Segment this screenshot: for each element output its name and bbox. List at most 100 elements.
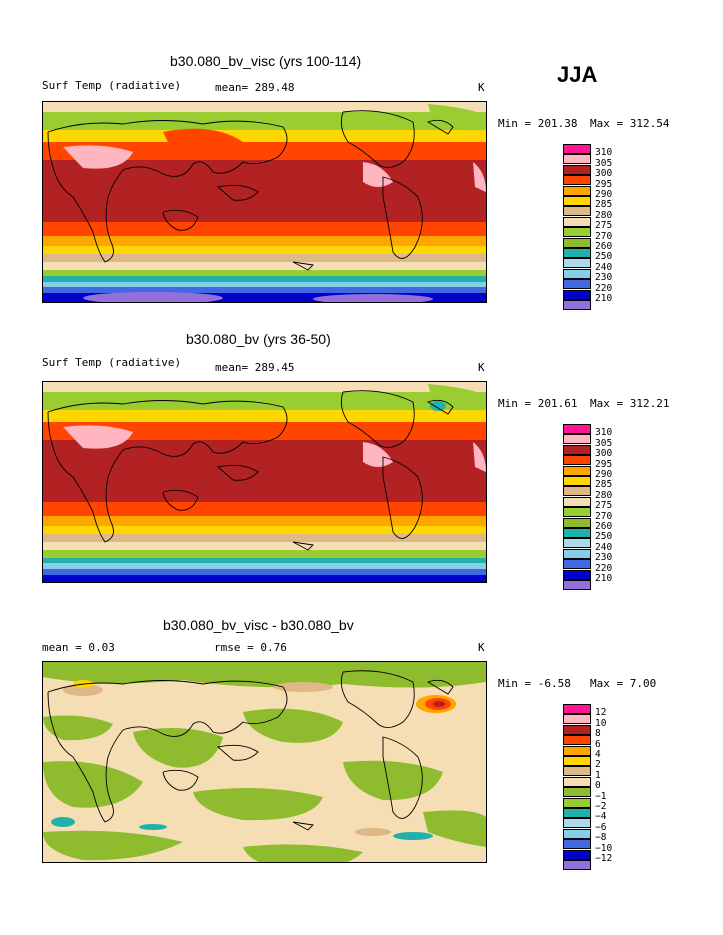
colorbar-label: −1 xyxy=(595,790,607,802)
colorbar-swatch xyxy=(563,704,591,714)
panel-2-title: b30.080_bv (yrs 36-50) xyxy=(186,331,331,347)
colorbar-swatch xyxy=(563,860,591,870)
colorbar-swatch xyxy=(563,808,591,818)
colorbar-swatch xyxy=(563,476,591,486)
colorbar-label: 240 xyxy=(595,541,613,553)
colorbar-swatch xyxy=(563,289,591,300)
colorbar-label: 2 xyxy=(595,759,601,771)
colorbar-label: −2 xyxy=(595,801,607,812)
colorbar-label: 275 xyxy=(595,500,613,512)
colorbar-label: 300 xyxy=(595,448,613,460)
colorbar-swatch xyxy=(563,216,591,227)
colorbar-label: 310 xyxy=(595,147,613,159)
colorbar-swatch xyxy=(563,828,591,839)
colorbar-label: 260 xyxy=(595,521,613,532)
colorbar-swatch xyxy=(563,569,591,580)
colorbar-swatch xyxy=(563,849,591,860)
colorbar-label: 270 xyxy=(595,230,613,242)
colorbar-swatch xyxy=(563,839,591,850)
colorbar-label: 275 xyxy=(595,220,613,232)
colorbar-swatch xyxy=(563,538,591,549)
colorbar-label: −6 xyxy=(595,821,607,833)
panel-3-title: b30.080_bv_visc - b30.080_bv xyxy=(163,617,354,633)
colorbar-label: −8 xyxy=(595,832,607,844)
colorbar-swatch xyxy=(563,279,591,290)
colorbar-label: 305 xyxy=(595,437,613,449)
colorbar-swatch xyxy=(563,434,591,445)
colorbar-label: 295 xyxy=(595,178,613,190)
colorbar-label: 6 xyxy=(595,738,601,750)
panel-2-max-label: Max = 312.21 xyxy=(590,397,670,410)
colorbar-label: 270 xyxy=(595,510,613,522)
colorbar-label: 285 xyxy=(595,199,613,211)
colorbar-label: 300 xyxy=(595,168,613,180)
panel-3-mean-label: mean = 0.03 xyxy=(42,641,115,654)
panel-1-units-label: K xyxy=(478,81,485,94)
panel-1-min-label: Min = 201.38 xyxy=(498,117,578,130)
colorbar-swatch xyxy=(563,548,591,559)
colorbar-label: 210 xyxy=(595,573,613,584)
colorbar-swatch xyxy=(563,818,591,829)
colorbar-swatch xyxy=(563,248,591,258)
colorbar-swatch xyxy=(563,714,591,725)
colorbar-swatch xyxy=(563,507,591,518)
panel-1-max-label: Max = 312.54 xyxy=(590,117,670,130)
panel-2-map xyxy=(42,381,487,583)
colorbar-label: 280 xyxy=(595,489,613,501)
colorbar-swatch xyxy=(563,517,591,528)
panel-2-units-label: K xyxy=(478,361,485,374)
colorbar-label: 250 xyxy=(595,251,613,263)
panel-3-rmse-label: rmse = 0.76 xyxy=(214,641,287,654)
colorbar-label: 305 xyxy=(595,157,613,169)
colorbar-label: 220 xyxy=(595,562,613,574)
panel-2-colorbar: 310 305 300 295 290 285 280 275 270 260 250 240 230 2… xyxy=(563,424,612,590)
panel-1-colorbar: 310 305 300 295 290 285 280 275 270 260 250 240 230 2… xyxy=(563,144,612,310)
colorbar-swatch xyxy=(563,227,591,238)
panel-1-mean-label: mean= 289.48 xyxy=(215,81,295,94)
colorbar-swatch xyxy=(563,486,591,497)
panel-2-mean-label: mean= 289.45 xyxy=(215,361,295,374)
colorbar-swatch xyxy=(563,528,591,538)
colorbar-label: 12 xyxy=(595,707,607,719)
colorbar-swatch xyxy=(563,559,591,570)
colorbar-swatch xyxy=(563,797,591,808)
panel-1-map xyxy=(42,101,487,303)
panel-2-variable-label: Surf Temp (radiative) xyxy=(42,356,182,369)
colorbar-swatch xyxy=(563,268,591,279)
colorbar-swatch xyxy=(563,766,591,777)
colorbar-label: 230 xyxy=(595,272,613,284)
colorbar-label: −4 xyxy=(595,811,607,823)
colorbar-swatch xyxy=(563,300,591,310)
colorbar-label: 230 xyxy=(595,552,613,564)
colorbar-swatch xyxy=(563,756,591,766)
colorbar-swatch xyxy=(563,164,591,175)
colorbar-label: 290 xyxy=(595,189,613,200)
colorbar-swatch xyxy=(563,776,591,787)
panel-2-min-label: Min = 201.61 xyxy=(498,397,578,410)
colorbar-label: 0 xyxy=(595,780,601,792)
colorbar-label: −10 xyxy=(595,842,613,854)
panel-3-map xyxy=(42,661,487,863)
colorbar-label: 8 xyxy=(595,728,601,740)
colorbar-label: 240 xyxy=(595,261,613,273)
colorbar-swatch xyxy=(563,144,591,154)
colorbar-label: 4 xyxy=(595,749,601,760)
colorbar-swatch xyxy=(563,424,591,434)
colorbar-label: 295 xyxy=(595,458,613,470)
colorbar-swatch xyxy=(563,185,591,196)
panel-3-min-label: Min = -6.58 xyxy=(498,677,571,690)
colorbar-swatch xyxy=(563,258,591,269)
panel-1-title: b30.080_bv_visc (yrs 100-114) xyxy=(170,53,362,69)
season-label: JJA xyxy=(557,62,598,87)
colorbar-label: 285 xyxy=(595,479,613,491)
colorbar-swatch xyxy=(563,745,591,756)
colorbar-label: 1 xyxy=(595,769,601,781)
colorbar-label: 210 xyxy=(595,293,613,304)
colorbar-swatch xyxy=(563,237,591,248)
colorbar-swatch xyxy=(563,196,591,206)
colorbar-label: 290 xyxy=(595,469,613,480)
colorbar-label: 250 xyxy=(595,531,613,543)
colorbar-swatch xyxy=(563,580,591,590)
colorbar-swatch xyxy=(563,206,591,217)
colorbar-label: 280 xyxy=(595,209,613,221)
